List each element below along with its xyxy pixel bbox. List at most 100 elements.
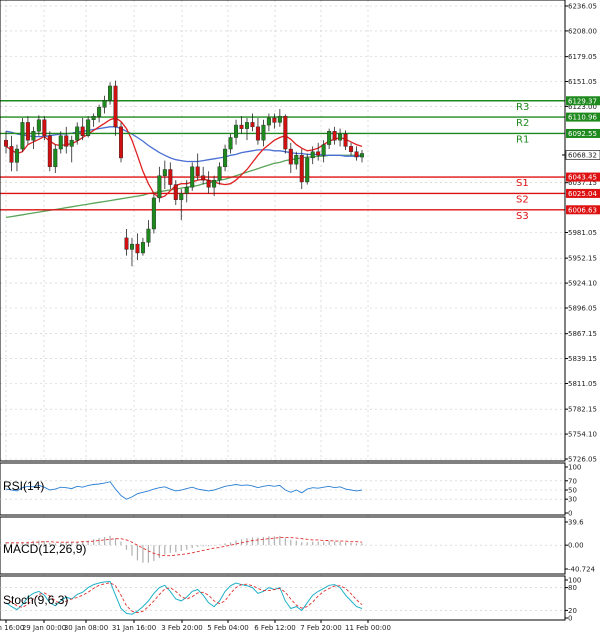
candle-body — [261, 124, 266, 141]
candle-body — [228, 137, 233, 150]
candle-body — [283, 115, 288, 150]
candle-body — [151, 197, 156, 230]
level-price-badge — [566, 188, 600, 198]
price-tick-label: 5952.15 — [568, 255, 597, 263]
level-price-badge — [566, 96, 600, 106]
price-tick-label: 6236.05 — [568, 3, 597, 11]
price-tick-label: 6123.00 — [568, 103, 597, 111]
stoch-grid — [0, 587, 565, 611]
price-panel: R3 R2 R1 S1 S2 S3 6236.05 6208.00 6179.05 6151.0… — [0, 0, 600, 620]
candle-body — [91, 115, 96, 120]
price-tick-label: 5924.10 — [568, 280, 597, 288]
candle-body — [288, 148, 293, 165]
candle-body — [179, 193, 184, 200]
candle-body — [255, 126, 260, 141]
candle-body — [239, 124, 244, 129]
candle-body — [272, 117, 277, 123]
candle-body — [360, 153, 365, 158]
candle-body — [310, 151, 315, 159]
level-label-r1: R1 — [516, 134, 529, 145]
candle-body — [223, 148, 228, 168]
time-tick-label: 7 Feb 20:00 — [300, 624, 341, 632]
candle-body — [124, 237, 129, 250]
price-tick-label: 5782.15 — [568, 406, 597, 414]
stoch-lines-layer — [5, 580, 363, 615]
price-tick-label: 5754.10 — [568, 431, 597, 439]
macd-panel: 39.6 0.00 -40.724 MACD(12,26,9) — [0, 516, 596, 575]
candle-body — [113, 85, 118, 128]
candle-body — [244, 122, 249, 129]
candle-body — [343, 133, 348, 147]
time-tick-label: 5 Feb 04:00 — [207, 624, 248, 632]
level-price-badge — [566, 205, 600, 215]
candle-body — [190, 166, 195, 188]
rsi-line — [5, 481, 363, 500]
macd-histogram — [5, 535, 363, 563]
candle-body — [332, 131, 337, 141]
candle-body — [135, 243, 140, 254]
candle-body — [250, 122, 255, 128]
candle-body — [157, 175, 162, 199]
stoch-panel-border — [0, 575, 566, 621]
level-price-badge — [566, 172, 600, 182]
candle-body — [25, 122, 30, 141]
level-price-label: 6006.63 — [568, 206, 597, 214]
candle-body — [294, 155, 299, 165]
candle-body — [212, 179, 217, 188]
price-axis: 6236.05 6208.00 6179.05 6151.05 6123.00 6037.… — [565, 3, 597, 464]
price-tick-label: 5981.05 — [568, 229, 597, 237]
candle-body — [299, 155, 304, 183]
time-tick-label: 3 Feb 20:00 — [161, 624, 202, 632]
rsi-title: RSI(14) — [3, 479, 44, 493]
candle-body — [14, 148, 19, 163]
macd-signal-line — [6, 537, 363, 557]
candle-body — [3, 139, 8, 147]
level-label-s3: S3 — [516, 211, 529, 222]
level-price-label: 6025.04 — [568, 190, 597, 198]
candle-body — [338, 133, 343, 141]
candle-body — [129, 243, 134, 250]
indicator-tick-label: 30 — [568, 496, 577, 504]
macd-title: MACD(12,26,9) — [3, 542, 86, 556]
time-tick-label: 6 Feb 12:00 — [254, 624, 295, 632]
price-badges: 6129.37 6110.96 6092.55 6043.45 6025.04 6006.… — [562, 96, 600, 215]
rsi-panel-border — [0, 462, 566, 516]
current-price-badge — [565, 150, 600, 160]
candle-body — [31, 131, 36, 141]
candle-body — [277, 115, 282, 123]
candle-body — [201, 175, 206, 181]
stoch-title: Stoch(9,6,3) — [3, 593, 68, 607]
candle-body — [354, 151, 359, 158]
indicator-tick-label: 70 — [568, 477, 577, 485]
indicator-tick-label: 50 — [568, 487, 577, 495]
candle-body — [206, 179, 211, 188]
candle-body — [195, 166, 200, 176]
price-panel-bg — [0, 0, 565, 461]
candle-body — [64, 135, 69, 147]
candle-body — [75, 126, 80, 141]
candle-body — [217, 166, 222, 181]
candle-body — [321, 144, 326, 156]
level-price-label: 6129.37 — [568, 97, 597, 105]
level-label-s2: S2 — [516, 194, 529, 205]
macd-signal-layer — [6, 537, 363, 557]
candle-body — [173, 184, 178, 200]
pivot-levels: R3 R2 R1 S1 S2 S3 — [0, 100, 565, 222]
price-tick-label: 6208.00 — [568, 27, 597, 35]
candle-body — [316, 151, 321, 156]
candle-body — [327, 131, 332, 145]
macd-panel-border — [0, 516, 566, 575]
time-tick-label: 29 Jan 00:00 — [22, 624, 66, 632]
candle-body — [58, 135, 63, 150]
price-tick-label: 6037.15 — [568, 179, 597, 187]
indicator-tick-label: 0.00 — [568, 542, 584, 550]
candle-body — [349, 146, 354, 152]
level-label-r3: R3 — [516, 102, 529, 113]
candle-body — [234, 124, 239, 138]
indicator-tick-label: 20 — [568, 607, 577, 615]
time-tick-label: 30 Jan 08:00 — [64, 624, 108, 632]
candle-body — [102, 99, 107, 108]
indicator-tick-label: 100 — [568, 464, 581, 472]
